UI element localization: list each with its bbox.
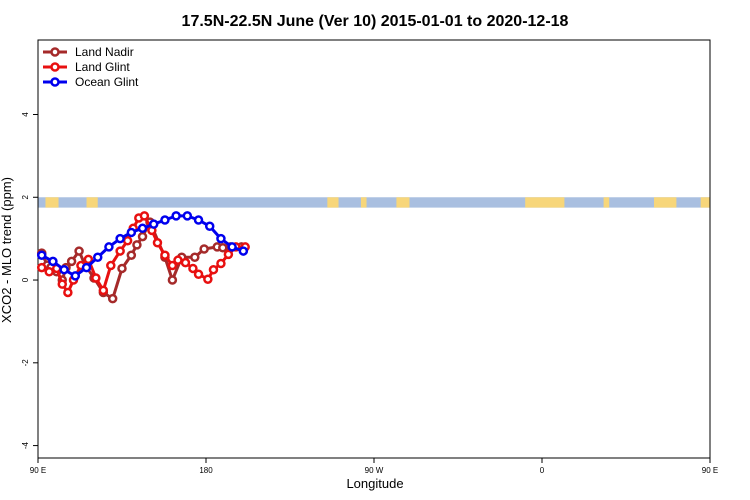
data-point-ocean-glint [137,223,148,234]
x-tick-label: 0 [540,466,545,475]
land-mask-band [38,197,710,208]
data-point-ocean-glint [171,211,181,221]
data-point-land-glint [36,262,47,273]
data-point-land-glint [91,273,101,283]
series-ocean-glint [36,211,249,281]
data-point-land-nadir [117,263,127,274]
data-point-land-glint [216,258,226,269]
data-point-land-glint [167,260,178,271]
data-point-ocean-glint [216,233,226,244]
data-point-land-glint [160,250,170,260]
land-segment [396,197,410,208]
data-point-land-glint [193,269,204,279]
data-point-land-nadir [66,256,77,267]
y-axis: -4 -2 0 2 4 [21,112,38,449]
data-point-land-glint [203,274,213,284]
y-tick-label: 0 [21,277,30,282]
data-point-ocean-glint [193,215,204,225]
data-point-land-glint [63,287,73,298]
x-axis: 90 E 180 90 W 0 90 E [30,458,718,475]
data-point-land-nadir [167,275,178,285]
series-land-glint [36,211,250,298]
data-point-land-glint [139,211,150,221]
legend-label: Land Nadir [75,45,134,59]
legend-marker [50,62,60,72]
y-axis-label: XCO2 - MLO trend (ppm) [0,177,14,323]
data-point-ocean-glint [148,219,159,229]
data-point-land-nadir [126,250,137,260]
legend-item-land-glint: Land Glint [43,60,130,74]
data-point-ocean-glint [160,215,170,225]
legend-item-land-nadir: Land Nadir [43,45,134,59]
y-tick-label: -4 [21,441,30,449]
land-segment [86,197,98,208]
land-segment [45,197,59,208]
data-point-land-nadir [107,293,118,304]
legend-marker [50,77,60,87]
data-point-land-nadir [74,246,84,256]
data-point-ocean-glint [81,262,92,273]
data-point-land-glint [180,257,191,268]
legend-label: Ocean Glint [75,75,139,89]
data-point-land-nadir [190,252,200,263]
land-segment [525,197,565,208]
x-tick-label: 180 [199,466,213,475]
ocean-band [38,197,710,208]
data-point-land-glint [122,235,133,246]
legend-label: Land Glint [75,60,130,74]
data-point-land-glint [83,254,94,265]
series-layer [36,211,250,304]
legend-marker [50,47,60,57]
x-tick-label: 90 W [365,466,384,475]
data-point-ocean-glint [115,233,125,244]
data-point-land-nadir [132,240,142,250]
data-point-land-nadir [218,243,228,253]
data-point-ocean-glint [126,227,137,238]
data-point-ocean-glint [182,211,193,221]
data-point-land-glint [106,260,116,271]
data-point-ocean-glint [59,264,69,275]
data-point-ocean-glint [204,221,215,231]
data-point-ocean-glint [36,250,47,260]
data-point-land-nadir [137,231,148,242]
y-tick-label: -2 [21,359,30,367]
data-point-ocean-glint [92,252,103,263]
chart-title: 17.5N-22.5N June (Ver 10) 2015-01-01 to … [182,13,569,30]
x-tick-label: 90 E [702,466,718,475]
land-segment [603,197,610,208]
data-point-land-glint [208,264,219,275]
data-point-land-glint [173,255,183,265]
data-point-land-glint [57,279,68,289]
data-point-land-nadir [199,244,209,254]
data-point-ocean-glint [238,246,249,256]
data-point-ocean-glint [104,242,114,252]
y-tick-label: 4 [21,112,30,117]
x-axis-label: Longitude [346,476,403,491]
land-segment [360,197,367,208]
y-tick-label: 2 [21,194,30,199]
data-point-land-glint [98,285,109,296]
data-point-land-glint [44,267,54,277]
land-segment [327,197,339,208]
legend-item-ocean-glint: Ocean Glint [43,75,139,89]
data-point-land-glint [115,246,125,256]
x-tick-label: 90 E [30,466,46,475]
data-point-ocean-glint [48,256,58,267]
land-segment [700,197,710,208]
data-point-ocean-glint [70,271,81,281]
data-point-land-glint [223,249,234,260]
data-point-ocean-glint [227,242,237,252]
land-segment [654,197,677,208]
data-point-land-glint [188,263,198,274]
data-point-land-glint [152,238,163,248]
